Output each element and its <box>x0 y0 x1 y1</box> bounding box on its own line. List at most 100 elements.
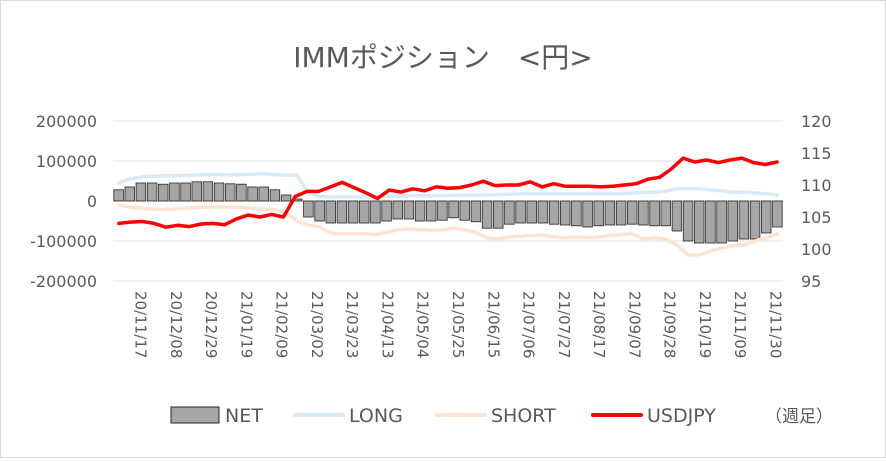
net-bar <box>772 200 783 228</box>
net-bar <box>627 200 638 225</box>
legend-label-short: SHORT <box>491 405 556 427</box>
net-bar <box>426 200 437 222</box>
net-bar <box>493 200 504 229</box>
net-bar <box>604 200 616 226</box>
net-bar <box>225 183 236 202</box>
net-bar <box>113 189 124 202</box>
net-bar <box>593 200 604 227</box>
net-bar <box>325 200 336 224</box>
gridlines <box>113 120 783 282</box>
y-right-tick-label: 95 <box>801 272 821 291</box>
net-bar <box>213 182 225 202</box>
net-bar <box>761 200 772 234</box>
net-bar <box>694 200 705 244</box>
net-bar <box>247 186 258 202</box>
y-right-tick-label: 100 <box>801 240 832 259</box>
legend-label-long: LONG <box>349 405 403 427</box>
net-bar <box>202 181 214 202</box>
y-right-tick-label: 105 <box>801 208 832 227</box>
net-bar <box>749 200 761 240</box>
net-bar <box>682 200 694 242</box>
net-bar <box>437 200 448 221</box>
net-bar <box>660 200 671 227</box>
period-note: （週足） <box>765 407 833 427</box>
usdjpy-line <box>117 156 779 229</box>
net-bar <box>303 200 314 218</box>
net-bar <box>716 200 727 244</box>
net-bar <box>459 200 470 221</box>
net-bar <box>560 200 571 226</box>
net-bar <box>169 182 180 202</box>
legend-label-net: NET <box>225 405 263 427</box>
x-tick-label: 21/08/17 <box>590 291 608 358</box>
net-bar <box>414 200 426 222</box>
net-bar <box>548 200 560 225</box>
x-tick-label: 21/09/07 <box>625 291 643 358</box>
net-bar <box>705 200 716 244</box>
net-bar <box>158 183 169 202</box>
legend: NET LONG SHORT USDJPY （週足） <box>170 405 833 427</box>
x-tick-label: 21/06/15 <box>484 291 502 358</box>
x-tick-label: 20/12/08 <box>167 291 185 358</box>
y-right-tick-label: 120 <box>801 112 832 131</box>
net-bar <box>470 200 482 223</box>
chart-title: IMMポジション <円> <box>293 41 593 74</box>
net-bar <box>481 200 493 229</box>
net-bar <box>146 182 158 202</box>
x-tick-label: 21/02/09 <box>273 291 291 358</box>
net-bar <box>236 183 247 202</box>
x-tick-label: 20/11/17 <box>132 291 150 358</box>
net-bar <box>392 200 403 220</box>
y-left-tick-label: -200000 <box>30 272 97 291</box>
x-tick-label: 21/11/09 <box>731 291 749 358</box>
net-bar <box>582 200 593 228</box>
y-left-tick-label: 200000 <box>36 112 97 131</box>
net-bar <box>403 200 415 220</box>
long-line <box>116 172 780 199</box>
net-bar <box>738 200 750 240</box>
left-axis: 200000 100000 0 -100000 -200000 <box>30 112 97 291</box>
net-bar <box>537 200 549 224</box>
net-bar <box>124 186 135 202</box>
y-left-tick-label: 0 <box>87 192 97 211</box>
net-bar <box>314 200 325 222</box>
net-bar <box>258 186 269 202</box>
x-tick-label: 21/03/02 <box>308 291 326 358</box>
net-bar <box>280 194 292 202</box>
net-bar <box>571 200 582 227</box>
x-tick-label: 21/05/04 <box>414 291 432 358</box>
y-right-tick-label: 115 <box>801 144 832 163</box>
x-tick-label: 21/01/19 <box>237 291 255 358</box>
series-lines <box>116 156 780 257</box>
net-bar <box>135 182 147 202</box>
legend-swatch-net <box>170 406 220 424</box>
y-left-tick-label: -100000 <box>30 232 97 251</box>
x-axis: 20/11/17 20/12/08 20/12/29 21/01/19 21/02/09… <box>132 291 785 358</box>
x-tick-label: 21/07/06 <box>520 291 538 358</box>
net-bar <box>347 200 359 224</box>
net-bar <box>649 200 660 227</box>
net-bar <box>727 200 738 242</box>
x-tick-label: 21/05/25 <box>449 291 467 358</box>
net-bar <box>526 200 537 224</box>
x-tick-label: 21/04/13 <box>378 291 396 358</box>
y-left-tick-label: 100000 <box>36 152 97 171</box>
x-tick-label: 21/10/19 <box>696 291 714 358</box>
net-bar <box>180 182 191 202</box>
net-bar <box>370 200 381 224</box>
net-bars <box>113 181 783 244</box>
short-line <box>116 203 780 257</box>
net-bar <box>638 200 649 226</box>
x-tick-label: 21/11/30 <box>766 291 784 358</box>
net-bar <box>269 189 281 202</box>
right-axis: 120 115 110 105 100 95 <box>801 112 832 291</box>
x-tick-label: 21/09/28 <box>661 291 679 358</box>
legend-label-usdjpy: USDJPY <box>647 405 716 427</box>
net-bar <box>448 200 459 219</box>
y-right-tick-label: 110 <box>801 176 832 195</box>
x-tick-label: 20/12/29 <box>202 291 220 358</box>
net-bar <box>359 200 370 224</box>
net-bar <box>381 200 392 222</box>
